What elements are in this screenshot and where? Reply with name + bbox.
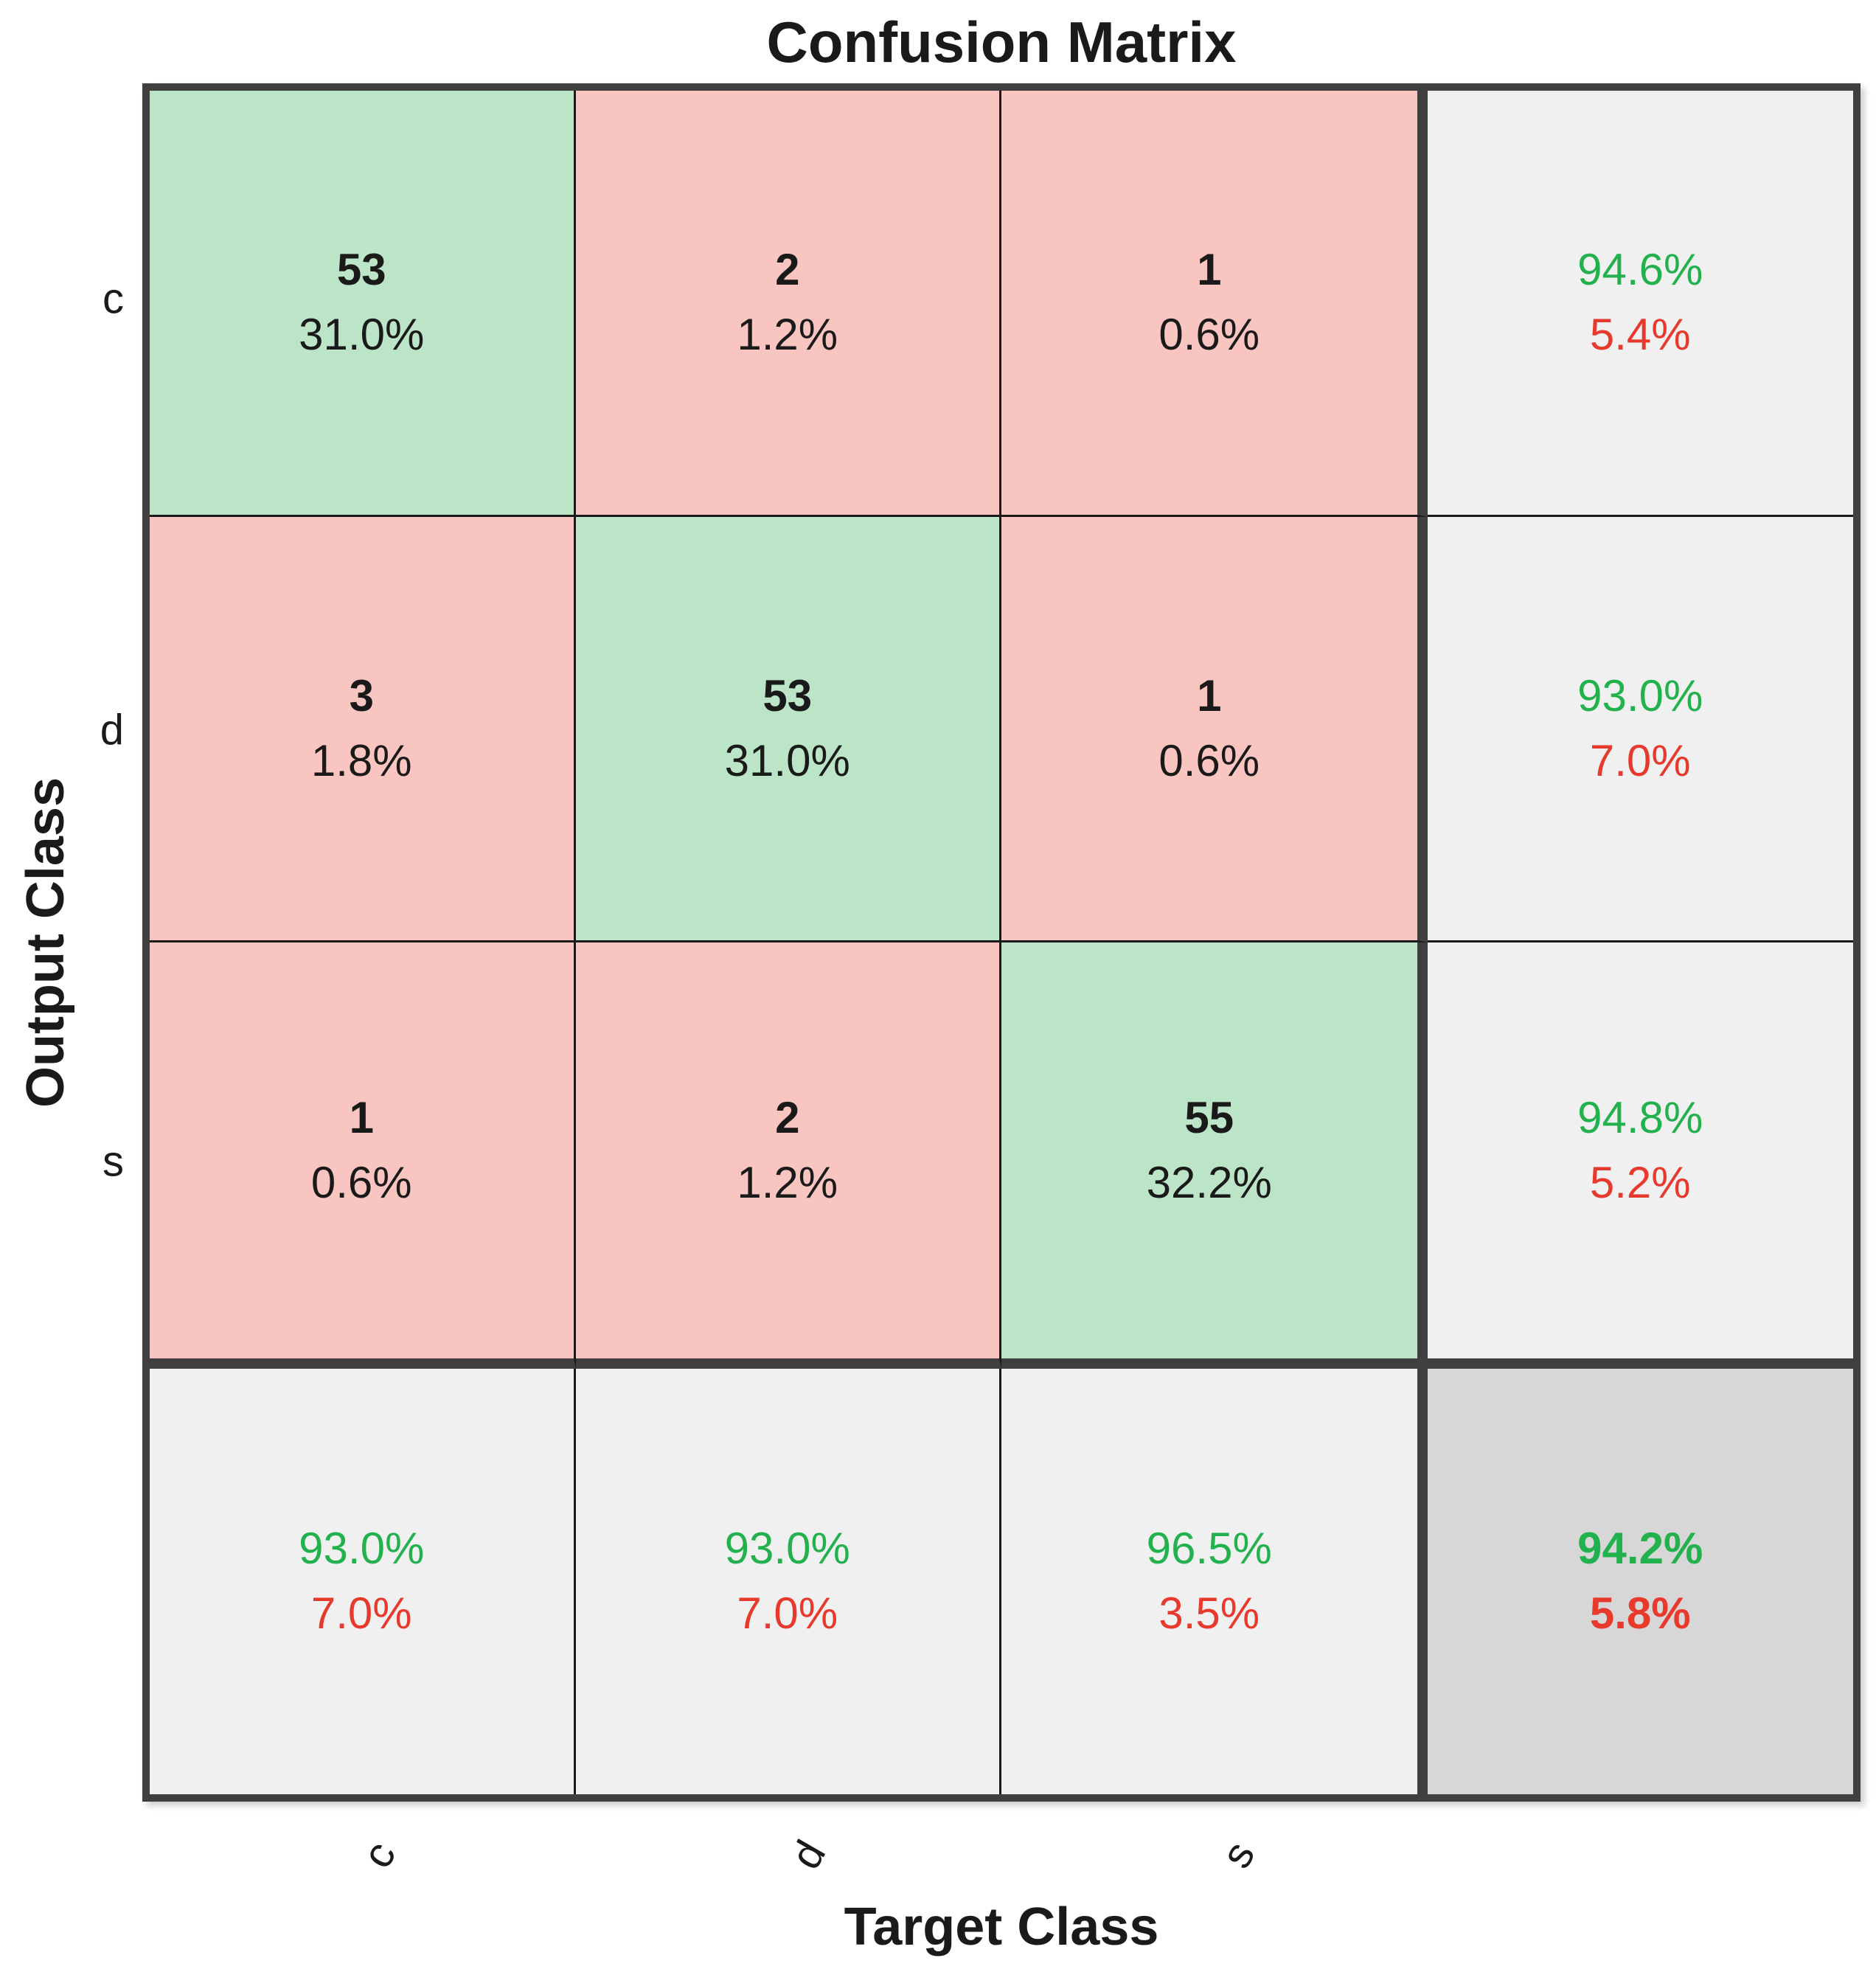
cell-output-d-target-s: 1 0.6% xyxy=(1001,516,1428,942)
cell-error-percent: 7.0% xyxy=(310,1589,412,1639)
confusion-matrix-grid: 53 31.0% 2 1.2% 1 0.6% 94.6% 5.4% 3 1.8%… xyxy=(142,83,1861,1802)
cell-percent: 1.2% xyxy=(737,310,838,360)
cell-output-s-target-s: 55 32.2% xyxy=(1001,942,1428,1369)
cell-output-c-target-s: 1 0.6% xyxy=(1001,91,1428,517)
y-tick-label-d: d xyxy=(100,706,124,754)
cell-overall-accuracy: 94.2% 5.8% xyxy=(1427,1368,1853,1794)
cell-count: 55 xyxy=(1184,1092,1234,1142)
cell-output-c-target-d: 2 1.2% xyxy=(575,91,1001,517)
overall-error-percent: 5.8% xyxy=(1589,1589,1691,1639)
cell-count: 3 xyxy=(349,670,374,721)
cell-output-c-target-c: 53 31.0% xyxy=(150,91,576,517)
cell-row-summary-d: 93.0% 7.0% xyxy=(1427,516,1853,942)
overall-accuracy-percent: 94.2% xyxy=(1577,1524,1703,1574)
cell-count: 1 xyxy=(1197,245,1222,295)
y-tick-label-c: c xyxy=(103,274,124,323)
cell-output-s-target-c: 1 0.6% xyxy=(150,942,576,1369)
cell-error-percent: 5.4% xyxy=(1589,310,1691,360)
cell-row-summary-s: 94.8% 5.2% xyxy=(1427,942,1853,1369)
cell-correct-percent: 93.0% xyxy=(724,1524,850,1574)
cell-percent: 1.8% xyxy=(310,735,412,785)
cell-count: 53 xyxy=(336,245,386,295)
x-tick-label-d: d xyxy=(781,1832,835,1878)
cell-percent: 0.6% xyxy=(310,1157,412,1207)
cell-correct-percent: 96.5% xyxy=(1146,1524,1272,1574)
cell-error-percent: 5.2% xyxy=(1589,1157,1691,1207)
cell-count: 53 xyxy=(762,670,813,721)
cell-error-percent: 7.0% xyxy=(1589,735,1691,785)
cell-count: 1 xyxy=(1197,670,1222,721)
cell-correct-percent: 93.0% xyxy=(299,1524,425,1574)
cell-percent: 32.2% xyxy=(1146,1157,1272,1207)
chart-title: Confusion Matrix xyxy=(766,10,1237,74)
x-axis-label: Target Class xyxy=(844,1898,1159,1957)
y-axis-label: Output Class xyxy=(16,777,75,1108)
cell-error-percent: 7.0% xyxy=(737,1589,838,1639)
cell-percent: 1.2% xyxy=(737,1157,838,1207)
cell-percent: 31.0% xyxy=(299,310,425,360)
cell-correct-percent: 94.8% xyxy=(1577,1092,1703,1142)
x-tick-label-s: s xyxy=(1212,1833,1265,1876)
cell-count: 2 xyxy=(775,245,800,295)
cell-row-summary-c: 94.6% 5.4% xyxy=(1427,91,1853,517)
cell-output-d-target-d: 53 31.0% xyxy=(575,516,1001,942)
cell-col-summary-c: 93.0% 7.0% xyxy=(150,1368,576,1794)
cell-col-summary-d: 93.0% 7.0% xyxy=(575,1368,1001,1794)
cell-col-summary-s: 96.5% 3.5% xyxy=(1001,1368,1428,1794)
x-tick-label-c: c xyxy=(352,1833,406,1876)
cell-percent: 0.6% xyxy=(1158,735,1260,785)
cell-correct-percent: 93.0% xyxy=(1577,670,1703,721)
cell-count: 2 xyxy=(775,1092,800,1142)
cell-count: 1 xyxy=(349,1092,374,1142)
cell-output-d-target-c: 3 1.8% xyxy=(150,516,576,942)
cell-percent: 31.0% xyxy=(724,735,850,785)
cell-output-s-target-d: 2 1.2% xyxy=(575,942,1001,1369)
cell-error-percent: 3.5% xyxy=(1158,1589,1260,1639)
cell-correct-percent: 94.6% xyxy=(1577,245,1703,295)
y-tick-label-s: s xyxy=(103,1137,124,1186)
cell-percent: 0.6% xyxy=(1158,310,1260,360)
